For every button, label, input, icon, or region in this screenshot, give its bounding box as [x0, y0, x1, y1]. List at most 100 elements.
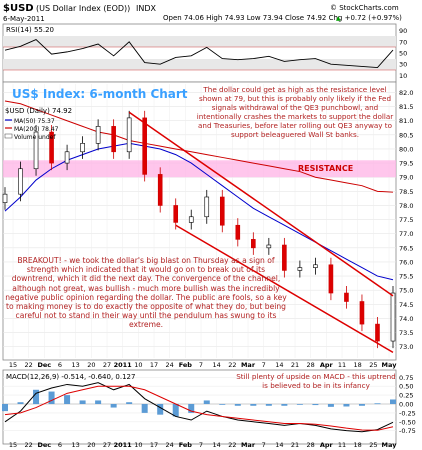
price-bar: [80, 143, 85, 153]
macd-hist-bar: [64, 395, 71, 404]
price-y-tick: 80.0: [399, 145, 413, 153]
chg-up-arrow: ▲: [336, 15, 341, 22]
price-x-tick: 2011: [114, 361, 133, 369]
price-x-tick: 27: [103, 361, 111, 369]
macd-y-axis: 0.750.500.250.00-0.25-0.50-0.75: [399, 374, 416, 435]
rsi-y-tick: 70: [399, 38, 407, 46]
price-legend: $USD (Daily) 74.92 MA(50) 75.37 MA(200) …: [4, 107, 72, 141]
annotation-top-box: The dollar could get as high as the resi…: [197, 85, 394, 139]
price-x-tick: 7: [199, 361, 203, 369]
price-bar: [219, 196, 225, 226]
price-y-tick: 76.0: [399, 258, 413, 266]
macd-annotation-box: Still plenty of upside on MACD - this up…: [236, 372, 396, 390]
price-bar: [64, 151, 70, 164]
price-bar: [49, 131, 54, 164]
macd-x-tick: May: [382, 441, 398, 449]
legend-volume-swatch: [4, 133, 13, 139]
macd-x-tick: Mar: [241, 441, 256, 449]
macd-y-tick: -0.50: [399, 418, 416, 426]
macd-x-tick: 14: [275, 441, 283, 449]
macd-x-tick: 11: [338, 441, 346, 449]
price-bar: [344, 292, 349, 302]
macd-y-tick: 0.50: [399, 383, 413, 391]
macd-hist-bar: [2, 404, 8, 412]
price-y-tick: 75.0: [399, 287, 413, 295]
price-x-tick: 14: [213, 361, 221, 369]
macd-x-tick: 2011: [114, 441, 133, 449]
macd-hist-bar: [110, 404, 117, 408]
price-y-tick: 79.5: [399, 160, 413, 168]
macd-hist-bar: [141, 404, 148, 413]
price-y-tick: 77.5: [399, 216, 413, 224]
legend-ma50: MA(50) 75.37: [14, 118, 55, 125]
price-x-tick: 13: [72, 361, 80, 369]
macd-x-tick: 21: [291, 441, 299, 449]
price-bar: [18, 168, 23, 195]
price-x-axis: 15 22 Dec 6 13 20 27 2011 10 17 24 Feb 7 14 22 Mar 7 14 21…: [9, 361, 397, 369]
macd-hist-bar: [296, 404, 303, 405]
macd-hist-bar: [343, 404, 350, 407]
price-y-axis: 82.0 81.5 81.0 80.5 80.0 79.5 79.0 78.5 78.0 77.5…: [399, 89, 413, 351]
macd-hist-bar: [203, 400, 210, 404]
macd-y-tick: 0.75: [399, 374, 413, 382]
macd-signal-line: [4, 385, 394, 431]
price-x-tick: Feb: [179, 361, 193, 369]
macd-hist-bar: [265, 404, 272, 406]
chart-exchange: INDX: [136, 4, 157, 13]
macd-x-axis: 15 22 Dec 6 13 20 27 2011 10 17 24 Feb 7 14 22 Mar 7 14 21…: [9, 441, 397, 449]
chart-symbol: $USD: [3, 3, 34, 14]
macd-hist-bar: [48, 391, 55, 404]
macd-x-tick: Feb: [179, 441, 193, 449]
price-x-tick: 25: [369, 361, 377, 369]
price-x-tick: 15: [9, 361, 17, 369]
price-x-tick: Mar: [241, 361, 256, 369]
price-bar: [328, 264, 334, 294]
macd-x-tick: 25: [369, 441, 377, 449]
macd-annotation: Still plenty of upside on MACD - this up…: [236, 372, 396, 390]
price-bar: [266, 244, 272, 249]
macd-hist-bar: [79, 400, 86, 404]
macd-x-tick: 18: [354, 441, 362, 449]
macd-x-tick: 14: [213, 441, 221, 449]
rsi-y-tick: 90: [399, 27, 407, 35]
macd-hist-bar: [327, 404, 334, 407]
macd-hist-bar: [17, 402, 24, 404]
macd-y-tick: -0.25: [399, 409, 416, 417]
price-bar: [235, 224, 241, 240]
macd-hist-bar: [126, 402, 133, 404]
chart-date: 6-May-2011: [3, 15, 45, 23]
resistance-label: RESISTANCE: [298, 164, 353, 173]
macd-x-tick: Apr: [320, 441, 334, 449]
legend-ma200: MA(200) 78.47: [14, 126, 59, 133]
macd-x-tick: 22: [228, 441, 236, 449]
legend-usd: $USD (Daily) 74.92: [5, 107, 72, 115]
price-x-tick: 10: [134, 361, 142, 369]
macd-y-tick: -0.75: [399, 427, 416, 435]
price-bar: [111, 126, 116, 153]
macd-label: MACD(12,26,9) -0.514, -0.640, 0.127: [6, 373, 135, 381]
rsi-y-tick: 50: [399, 50, 407, 58]
annotation-left: BREAKOUT! - we took the dollar's big bla…: [5, 256, 287, 330]
rsi-oversold-band: [3, 59, 396, 70]
price-bar: [251, 239, 256, 249]
rsi-overbought-band: [3, 36, 396, 47]
price-y-tick: 76.5: [399, 244, 413, 252]
price-x-tick: 22: [25, 361, 33, 369]
macd-hist-bar: [234, 404, 241, 406]
chart-ohlc: Open 74.06 High 74.93 Low 73.94 Close 74…: [163, 14, 402, 22]
price-panel-title: US$ Index: 6-month Chart: [12, 87, 188, 101]
price-x-tick: 28: [307, 361, 315, 369]
chart-watermark: © StockCharts.com: [330, 4, 399, 12]
macd-x-tick: 7: [199, 441, 203, 449]
price-y-tick: 75.5: [399, 273, 413, 281]
price-bars: [2, 110, 396, 349]
macd-hist-bar: [358, 404, 365, 406]
price-y-tick: 74.0: [399, 315, 413, 323]
price-y-tick: 81.0: [399, 117, 413, 125]
macd-y-tick: 0.25: [399, 392, 413, 400]
macd-x-tick: 24: [166, 441, 174, 449]
price-bar: [142, 117, 147, 175]
price-bar: [2, 193, 8, 203]
price-bar: [313, 264, 318, 268]
